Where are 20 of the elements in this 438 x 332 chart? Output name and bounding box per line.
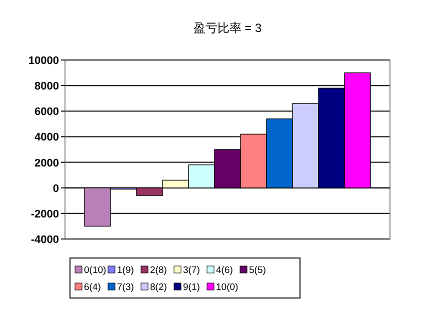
y-tick-label: 6000 [34,106,59,118]
legend-label: 7(3) [117,282,134,293]
legend-label: 8(2) [150,282,167,293]
y-tick-label: 0 [52,182,59,195]
y-tick-label: 4000 [34,132,59,144]
y-tick-label: 2000 [34,157,59,170]
legend-label: 0(10) [84,265,106,276]
legend-label: 9(1) [183,282,200,293]
legend-label: 6(4) [84,282,101,293]
legend-label: 2(8) [150,265,167,276]
legend-label: 10(0) [216,282,238,293]
legend-label: 5(5) [249,265,266,276]
y-tick-label: -4000 [30,234,59,246]
y-tick-label: -2000 [30,208,59,220]
legend-label: 3(7) [183,265,200,276]
legend-label: 4(6) [216,265,233,276]
legend-label: 1(9) [117,265,134,276]
y-tick-label: 8000 [34,80,59,93]
chart-title: 盈亏比率 = 3 [193,21,262,35]
y-tick-label: 10000 [28,55,59,67]
